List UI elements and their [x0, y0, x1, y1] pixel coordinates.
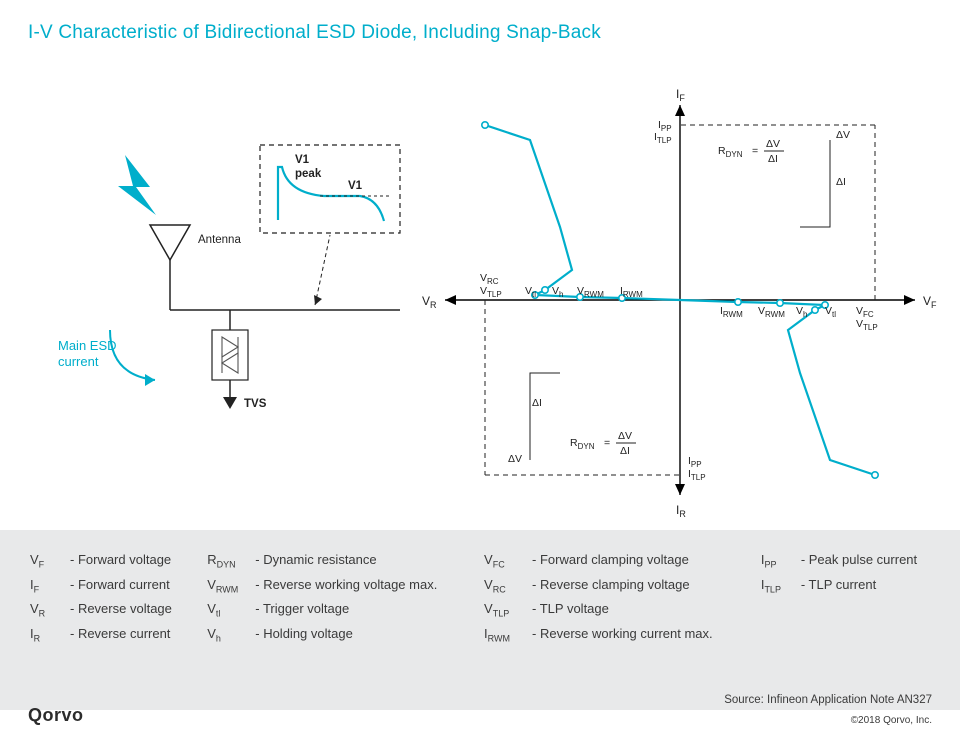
- copyright: ©2018 Qorvo, Inc.: [851, 715, 932, 726]
- svg-text:ITLP: ITLP: [688, 468, 706, 482]
- esd-current-label-1: Main ESD: [58, 338, 117, 353]
- legend-item: VTLP- TLP voltage: [484, 601, 743, 619]
- tvs-box: [212, 330, 248, 380]
- svg-text:ΔV: ΔV: [836, 129, 850, 141]
- legend-item: IPP- Peak pulse current: [761, 552, 930, 570]
- legend-col-b: RDYN- Dynamic resistance VRWM- Reverse wo…: [207, 552, 466, 643]
- svg-text:ΔV: ΔV: [766, 138, 780, 150]
- legend-item: ITLP- TLP current: [761, 577, 930, 595]
- antenna-icon: [150, 225, 190, 260]
- svg-text:IPP: IPP: [688, 455, 702, 469]
- svg-text:VFC: VFC: [856, 305, 874, 319]
- svg-text:RDYN: RDYN: [718, 145, 743, 159]
- rdyn-upper: RDYN = ΔV ΔI: [718, 138, 784, 165]
- dv-di-lower: ΔI ΔV: [508, 373, 560, 465]
- legend-item: IRWM- Reverse working current max.: [484, 626, 743, 644]
- dv-di-upper: ΔV ΔI: [800, 129, 850, 227]
- svg-text:VRWM: VRWM: [758, 305, 785, 319]
- svg-text:Vh: Vh: [552, 285, 563, 299]
- inset-waveform: V1 peak V1: [260, 145, 400, 233]
- svg-text:VTLP: VTLP: [856, 318, 878, 332]
- svg-text:Vh: Vh: [796, 305, 807, 319]
- legend-item: IF- Forward current: [30, 577, 189, 595]
- antenna-label: Antenna: [198, 234, 241, 246]
- svg-text:IF: IF: [676, 87, 685, 103]
- svg-text:IRWM: IRWM: [620, 285, 643, 299]
- diagram-area: Antenna TVS Main ESD current V: [0, 60, 960, 530]
- svg-text:ΔI: ΔI: [768, 153, 778, 165]
- svg-text:VF: VF: [923, 294, 937, 310]
- svg-text:IPP: IPP: [658, 119, 672, 133]
- svg-text:ΔI: ΔI: [532, 397, 542, 409]
- tvs-diode-icon: [222, 337, 238, 373]
- legend-item: Vh- Holding voltage: [207, 626, 466, 644]
- svg-text:VRC: VRC: [480, 272, 499, 286]
- svg-text:V1: V1: [348, 180, 363, 192]
- svg-text:IRWM: IRWM: [720, 305, 743, 319]
- svg-text:Vtl: Vtl: [525, 285, 536, 299]
- svg-text:V1: V1: [295, 154, 310, 166]
- svg-text:VRWM: VRWM: [577, 285, 604, 299]
- svg-text:ITLP: ITLP: [654, 131, 672, 145]
- legend-item: VFC- Forward clamping voltage: [484, 552, 743, 570]
- rdyn-lower: RDYN = ΔV ΔI: [570, 430, 636, 457]
- ground-arrow-icon: [223, 397, 237, 409]
- diagram-svg: Antenna TVS Main ESD current V: [0, 60, 960, 530]
- legend-item: RDYN- Dynamic resistance: [207, 552, 466, 570]
- esd-current-label-2: current: [58, 354, 99, 369]
- legend-col-d: IPP- Peak pulse current ITLP- TLP current: [761, 552, 930, 643]
- source-line: Source: Infineon Application Note AN327: [724, 694, 932, 706]
- legend-col-c: VFC- Forward clamping voltage VRC- Revers…: [484, 552, 743, 643]
- legend-col-a: VF- Forward voltage IF- Forward current VR…: [30, 552, 189, 643]
- logo: Qorvo: [28, 705, 84, 726]
- legend-item: IR- Reverse current: [30, 626, 189, 644]
- svg-text:peak: peak: [295, 168, 322, 180]
- svg-text:=: =: [604, 437, 610, 449]
- legend-item: VR- Reverse voltage: [30, 601, 189, 619]
- svg-text:VTLP: VTLP: [480, 285, 502, 299]
- legend-item: VF- Forward voltage: [30, 552, 189, 570]
- svg-text:VR: VR: [422, 294, 437, 310]
- legend-item: VRWM- Reverse working voltage max.: [207, 577, 466, 595]
- circuit-diagram: Antenna TVS Main ESD current V: [58, 145, 400, 410]
- svg-text:ΔI: ΔI: [620, 445, 630, 457]
- lightning-icon: [118, 155, 156, 215]
- legend-item: Vtl- Trigger voltage: [207, 601, 466, 619]
- axis-ticks-left: IRWM VRWM Vh Vtl VTLP VRC: [480, 272, 643, 299]
- legend-area: VF- Forward voltage IF- Forward current VR…: [0, 530, 960, 710]
- legend-item: VRC- Reverse clamping voltage: [484, 577, 743, 595]
- svg-text:RDYN: RDYN: [570, 437, 595, 451]
- tvs-label: TVS: [244, 398, 267, 410]
- svg-text:=: =: [752, 145, 758, 157]
- svg-text:ΔV: ΔV: [508, 453, 522, 465]
- svg-text:Vtl: Vtl: [825, 305, 836, 319]
- svg-text:IR: IR: [676, 503, 686, 519]
- svg-text:ΔV: ΔV: [618, 430, 632, 442]
- axis-ticks-right: IRWM VRWM Vh Vtl VFC VTLP: [720, 305, 878, 332]
- iv-plot: VF VR IF IR ΔV ΔI ΔI ΔV RDYN =: [422, 87, 937, 519]
- page-title: I-V Characteristic of Bidirectional ESD …: [28, 22, 601, 44]
- svg-text:ΔI: ΔI: [836, 176, 846, 188]
- esd-current-arrow: [110, 330, 155, 386]
